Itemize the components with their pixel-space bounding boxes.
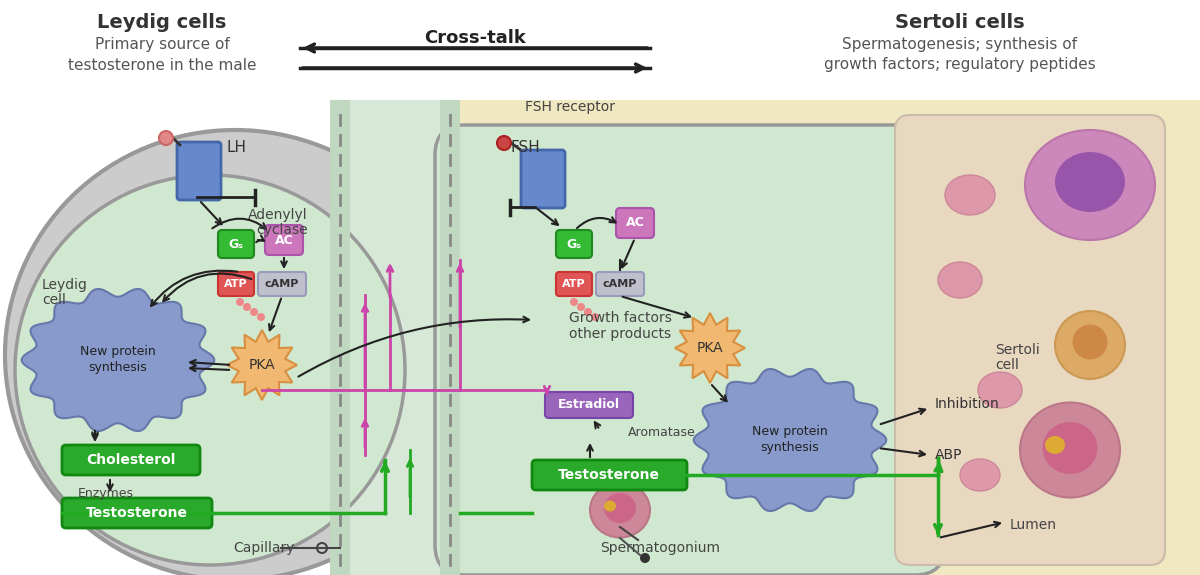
Ellipse shape bbox=[1073, 324, 1108, 359]
Text: Aromatase: Aromatase bbox=[628, 426, 696, 439]
Text: Leydig cells: Leydig cells bbox=[97, 13, 227, 32]
Ellipse shape bbox=[978, 372, 1022, 408]
FancyBboxPatch shape bbox=[218, 272, 254, 296]
Text: Enzymes: Enzymes bbox=[78, 486, 134, 500]
Ellipse shape bbox=[960, 459, 1000, 491]
Text: ATP: ATP bbox=[224, 279, 248, 289]
Text: FSH: FSH bbox=[510, 140, 540, 155]
Text: testosterone in the male: testosterone in the male bbox=[67, 58, 257, 72]
Text: synthesis: synthesis bbox=[89, 362, 148, 374]
Text: other products: other products bbox=[569, 327, 671, 341]
Circle shape bbox=[640, 553, 650, 563]
Text: Gₛ: Gₛ bbox=[228, 237, 244, 251]
Circle shape bbox=[236, 298, 244, 306]
FancyBboxPatch shape bbox=[556, 230, 592, 258]
FancyBboxPatch shape bbox=[330, 100, 460, 575]
Text: Sertoli cells: Sertoli cells bbox=[895, 13, 1025, 32]
Polygon shape bbox=[22, 289, 215, 431]
Ellipse shape bbox=[590, 482, 650, 538]
Text: AC: AC bbox=[275, 233, 293, 247]
Text: Testosterone: Testosterone bbox=[558, 468, 660, 482]
Text: Primary source of: Primary source of bbox=[95, 37, 229, 52]
Ellipse shape bbox=[946, 175, 995, 215]
Circle shape bbox=[257, 313, 265, 321]
Polygon shape bbox=[674, 313, 745, 383]
Text: Gₛ: Gₛ bbox=[566, 237, 582, 251]
Circle shape bbox=[584, 308, 592, 316]
Text: Growth factors: Growth factors bbox=[569, 311, 672, 325]
FancyBboxPatch shape bbox=[556, 272, 592, 296]
FancyBboxPatch shape bbox=[460, 100, 1200, 575]
Circle shape bbox=[250, 308, 258, 316]
Text: cell: cell bbox=[42, 293, 66, 307]
Polygon shape bbox=[694, 369, 887, 511]
Text: Estradiol: Estradiol bbox=[558, 398, 620, 412]
Circle shape bbox=[242, 303, 251, 311]
Text: Leydig: Leydig bbox=[42, 278, 88, 292]
Ellipse shape bbox=[604, 500, 616, 512]
Text: PKA: PKA bbox=[248, 358, 275, 372]
Ellipse shape bbox=[1045, 436, 1066, 454]
Text: Adenylyl: Adenylyl bbox=[248, 208, 308, 222]
Ellipse shape bbox=[5, 130, 466, 575]
Ellipse shape bbox=[1055, 152, 1126, 212]
Text: FSH receptor: FSH receptor bbox=[526, 100, 616, 114]
FancyBboxPatch shape bbox=[178, 142, 221, 200]
Ellipse shape bbox=[604, 493, 636, 523]
FancyBboxPatch shape bbox=[258, 272, 306, 296]
FancyBboxPatch shape bbox=[62, 498, 212, 528]
Text: Lumen: Lumen bbox=[1010, 518, 1057, 532]
Circle shape bbox=[592, 313, 599, 321]
Text: New protein: New protein bbox=[752, 426, 828, 439]
Text: cAMP: cAMP bbox=[602, 279, 637, 289]
FancyBboxPatch shape bbox=[596, 272, 644, 296]
FancyBboxPatch shape bbox=[265, 225, 302, 255]
Ellipse shape bbox=[1020, 402, 1120, 497]
FancyBboxPatch shape bbox=[218, 230, 254, 258]
FancyBboxPatch shape bbox=[532, 460, 686, 490]
Text: synthesis: synthesis bbox=[761, 442, 820, 454]
Circle shape bbox=[158, 131, 173, 145]
FancyBboxPatch shape bbox=[895, 115, 1165, 565]
Text: Sertoli: Sertoli bbox=[995, 343, 1039, 357]
Ellipse shape bbox=[1055, 311, 1126, 379]
Text: growth factors; regulatory peptides: growth factors; regulatory peptides bbox=[824, 58, 1096, 72]
Text: AC: AC bbox=[625, 217, 644, 229]
Text: ATP: ATP bbox=[562, 279, 586, 289]
Text: New protein: New protein bbox=[80, 346, 156, 358]
Text: cAMP: cAMP bbox=[265, 279, 299, 289]
Text: LH: LH bbox=[227, 140, 247, 155]
Circle shape bbox=[577, 303, 586, 311]
FancyBboxPatch shape bbox=[436, 125, 946, 575]
FancyBboxPatch shape bbox=[330, 100, 350, 575]
FancyBboxPatch shape bbox=[616, 208, 654, 238]
Text: ABP: ABP bbox=[935, 448, 962, 462]
Text: Cross-talk: Cross-talk bbox=[424, 29, 526, 47]
Polygon shape bbox=[227, 330, 298, 400]
FancyBboxPatch shape bbox=[62, 445, 200, 475]
Text: Testosterone: Testosterone bbox=[86, 506, 188, 520]
Ellipse shape bbox=[938, 262, 982, 298]
FancyBboxPatch shape bbox=[545, 392, 634, 418]
Ellipse shape bbox=[1043, 422, 1098, 474]
Circle shape bbox=[497, 136, 511, 150]
FancyBboxPatch shape bbox=[521, 150, 565, 208]
Circle shape bbox=[570, 298, 578, 306]
Ellipse shape bbox=[1025, 130, 1154, 240]
Text: Inhibition: Inhibition bbox=[935, 397, 1000, 411]
Ellipse shape bbox=[14, 175, 406, 565]
FancyBboxPatch shape bbox=[440, 100, 460, 575]
Text: cyclase: cyclase bbox=[257, 223, 308, 237]
Text: PKA: PKA bbox=[697, 341, 724, 355]
Text: Capillary: Capillary bbox=[233, 541, 294, 555]
Text: cell: cell bbox=[995, 358, 1019, 372]
Text: Cholesterol: Cholesterol bbox=[86, 453, 175, 467]
Text: Spermatogonium: Spermatogonium bbox=[600, 541, 720, 555]
Text: Spermatogenesis; synthesis of: Spermatogenesis; synthesis of bbox=[842, 37, 1078, 52]
